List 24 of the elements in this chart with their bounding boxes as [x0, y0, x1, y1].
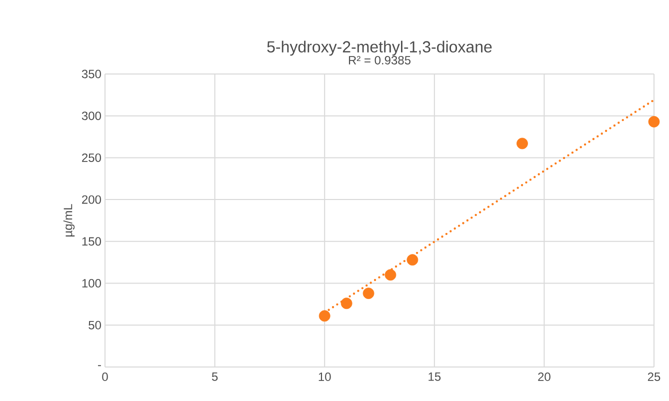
y-tick-label: -	[98, 365, 101, 366]
point	[384, 269, 396, 281]
y-tick-label: 150	[82, 237, 102, 246]
y-tick-label: 300	[82, 112, 102, 120]
x-tick-label: 15	[428, 372, 441, 381]
chart-title: 5-hydroxy-2-methyl-1,3-dioxane	[267, 40, 492, 56]
point	[362, 288, 374, 300]
x-tick-label: 0	[102, 372, 108, 382]
y-tick-label: 350	[82, 70, 102, 78]
point	[406, 254, 418, 266]
x-tick-label: 25	[648, 372, 660, 382]
point	[318, 310, 330, 322]
y-tick-label: 100	[82, 279, 102, 288]
x-tick-label: 10	[318, 372, 331, 382]
point	[340, 298, 352, 310]
y-tick-label: 50	[88, 320, 102, 330]
point	[516, 138, 528, 150]
chart-subtitle: R² = 0.9385	[348, 56, 410, 64]
y-tick-label: 250	[82, 153, 102, 162]
x-tick-label: 20	[538, 372, 550, 382]
y-tick-label: 200	[82, 195, 102, 204]
y-axis-title: µg/mL	[63, 204, 75, 236]
point	[648, 116, 660, 128]
x-tick-label: 5	[212, 372, 218, 381]
